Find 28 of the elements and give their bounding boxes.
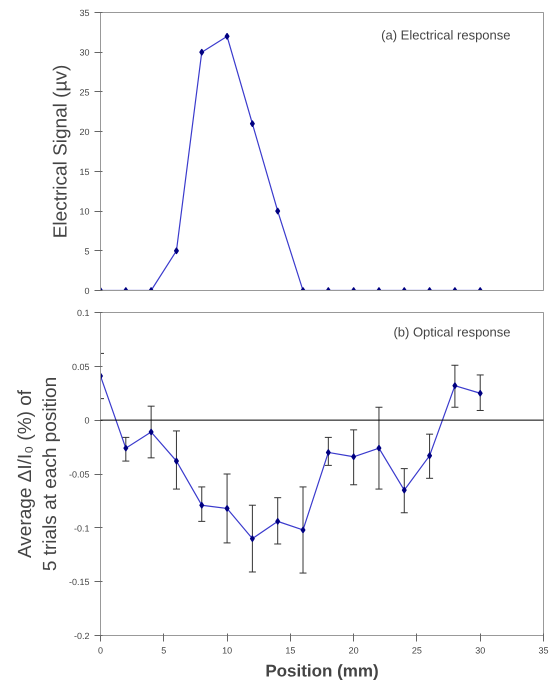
y-tick-label: 0 [84, 286, 90, 296]
y-tick-label: -0.2 [74, 631, 90, 641]
y-tick-label: 0.05 [72, 362, 90, 372]
y-tick-label: 25 [79, 87, 90, 98]
annotation: (b) Optical response [393, 324, 511, 340]
y-tick-label: 0.1 [76, 308, 90, 318]
x-tick-label: 0 [98, 646, 104, 656]
x-tick-label: 20 [348, 646, 359, 656]
x-tick-label: 15 [285, 646, 296, 656]
annotation: (a) Electrical response [381, 28, 510, 42]
y-tick-label: 10 [79, 206, 90, 217]
x-axis-title: Position (mm) [265, 662, 379, 680]
y-tick-label: 5 [84, 246, 90, 256]
y-tick-label: 20 [79, 127, 90, 138]
y-axis-title: Electrical Signal (µv) [50, 64, 72, 238]
y-tick-label: 35 [79, 8, 90, 18]
x-tick-label: 35 [538, 646, 549, 656]
y-tick-label: 15 [79, 166, 90, 177]
y-tick-label: -0.05 [68, 470, 90, 480]
y-tick-label: 30 [79, 48, 90, 58]
y-axis-title: Average ΔI/I₀ (%) of 5 trials at each position [14, 376, 61, 572]
x-tick-label: 25 [412, 646, 422, 656]
y-tick-label: -0.15 [68, 577, 90, 588]
x-tick-label: 10 [222, 646, 232, 656]
y-tick-label: -0.1 [74, 523, 90, 534]
x-tick-label: 5 [161, 646, 166, 656]
x-tick-label: 30 [475, 646, 486, 656]
y-tick-label: 0 [84, 416, 90, 426]
